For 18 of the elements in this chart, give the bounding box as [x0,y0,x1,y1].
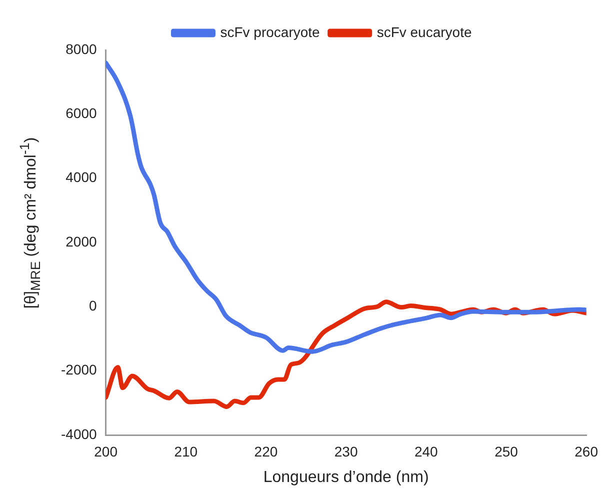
legend-label: scFv procaryote [220,24,320,40]
y-tick-label: 8000 [66,40,98,57]
y-tick-label: 2000 [66,233,98,250]
y-tick-label: 0 [89,298,98,314]
y-tick-label: -4000 [60,426,98,442]
legend-label: scFv eucaryote [376,24,472,40]
x-tick-label: 250 [494,443,518,460]
y-tick-label: 6000 [66,105,98,122]
x-tick-label: 200 [94,443,118,460]
line-series [106,60,586,354]
x-tick-label: 210 [174,443,198,460]
x-tick-label: 240 [414,443,438,460]
x-axis-title: Longueurs d’onde (nm) [263,468,429,486]
x-tick-label: 260 [574,443,598,460]
y-tick-label: 4000 [66,169,98,186]
x-tick-label: 230 [334,443,358,460]
x-tick-label: 220 [254,443,278,460]
y-tick-label: -2000 [60,362,98,378]
